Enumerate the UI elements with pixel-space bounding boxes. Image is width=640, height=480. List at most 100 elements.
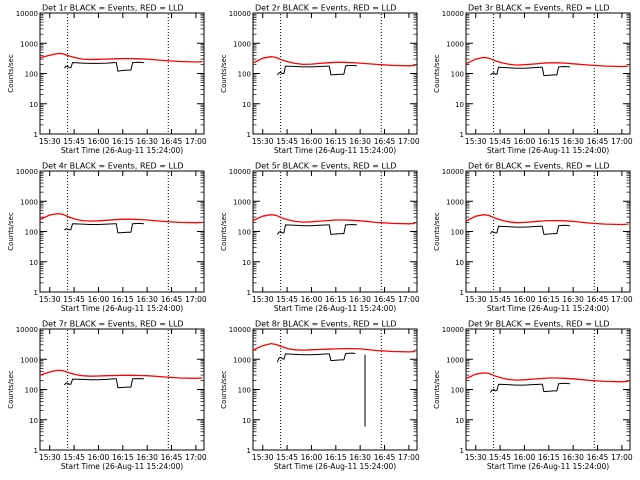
plot-frame: [465, 170, 631, 293]
series-lld-red: [252, 342, 416, 353]
y-tick-label: 100: [25, 229, 38, 237]
x-axis-label: Start Time (26-Aug-11 15:24:00): [487, 304, 609, 313]
x-tick-label: 15:30: [252, 453, 274, 462]
series-events-black: [276, 224, 357, 235]
x-tick-label: 16:00: [514, 137, 536, 146]
x-tick-label: 16:30: [136, 295, 158, 304]
series-lld-red: [252, 56, 416, 67]
x-tick-label: 17:00: [185, 295, 207, 304]
x-tick-label: 17:00: [185, 453, 207, 462]
x-tick-label: 16:00: [88, 453, 110, 462]
x-tick-label: 15:45: [489, 295, 511, 304]
y-axis-label: Counts/sec: [433, 212, 441, 251]
x-tick-label: 15:45: [276, 453, 298, 462]
x-tick-label: 16:45: [587, 295, 609, 304]
y-tick-label: 100: [25, 387, 38, 395]
x-axis-label: Start Time (26-Aug-11 15:24:00): [61, 146, 183, 155]
y-tick-label: 10: [455, 259, 464, 267]
x-tick-label: 16:00: [88, 295, 110, 304]
y-tick-label: 10: [29, 259, 38, 267]
x-tick-label: 17:00: [398, 137, 420, 146]
y-axis-label: Counts/sec: [7, 212, 15, 251]
y-tick-label: 100: [238, 71, 251, 79]
x-tick-label: 15:30: [39, 137, 61, 146]
plot-frame: [465, 12, 631, 135]
y-axis-label: Counts/sec: [7, 370, 15, 409]
series-events-black: [489, 382, 570, 393]
series-lld-red: [465, 372, 629, 383]
y-tick-label: 1: [247, 289, 251, 297]
panel-title: Det 4r BLACK = Events, RED = LLD: [42, 162, 184, 171]
y-axis-label: Counts/sec: [433, 370, 441, 409]
x-tick-label: 16:30: [136, 453, 158, 462]
series-lld-red: [39, 52, 203, 63]
y-tick-label: 1000: [233, 40, 251, 48]
y-tick-label: 10: [29, 101, 38, 109]
x-tick-label: 16:45: [374, 137, 396, 146]
panel-8: Det 8r BLACK = Events, RED = LLD 15:30 15:…: [220, 320, 420, 472]
x-tick-label: 17:00: [611, 295, 633, 304]
x-tick-label: 16:30: [562, 453, 584, 462]
y-tick-label: 10: [29, 417, 38, 425]
panel-title: Det 2r BLACK = Events, RED = LLD: [255, 4, 397, 13]
panel-title: Det 1r BLACK = Events, RED = LLD: [42, 4, 184, 13]
y-tick-label: 10: [455, 417, 464, 425]
x-tick-label: 15:45: [63, 295, 85, 304]
panel-title: Det 7r BLACK = Events, RED = LLD: [42, 320, 184, 329]
x-tick-label: 16:15: [325, 453, 347, 462]
x-tick-label: 16:45: [587, 453, 609, 462]
x-tick-label: 16:30: [349, 137, 371, 146]
y-tick-label: 100: [238, 387, 251, 395]
x-tick-label: 17:00: [398, 453, 420, 462]
panel-3: Det 3r BLACK = Events, RED = LLD 15:30 15:…: [433, 4, 633, 156]
x-tick-label: 17:00: [611, 453, 633, 462]
panel-9: Det 9r BLACK = Events, RED = LLD 15:30 15:…: [433, 320, 633, 472]
x-tick-label: 16:45: [374, 295, 396, 304]
x-tick-label: 16:15: [538, 137, 560, 146]
series-events-black: [64, 222, 144, 234]
x-tick-label: 16:45: [161, 453, 183, 462]
plot-frame: [465, 328, 631, 451]
x-tick-label: 16:15: [112, 137, 134, 146]
x-tick-label: 15:45: [63, 137, 85, 146]
y-tick-label: 10: [242, 417, 251, 425]
x-tick-label: 16:45: [374, 453, 396, 462]
series-events-black: [277, 64, 357, 76]
x-tick-label: 16:45: [587, 137, 609, 146]
x-tick-label: 15:30: [39, 295, 61, 304]
x-tick-label: 16:45: [161, 137, 183, 146]
series-events-black: [490, 66, 570, 77]
series-lld-red: [39, 212, 203, 224]
y-axis-label: Counts/sec: [433, 54, 441, 93]
y-tick-label: 1: [247, 131, 251, 139]
x-tick-label: 16:30: [562, 295, 584, 304]
x-tick-label: 17:00: [611, 137, 633, 146]
y-tick-label: 10000: [229, 10, 251, 18]
series-events-black: [63, 378, 144, 389]
x-tick-label: 16:30: [136, 137, 158, 146]
y-tick-label: 10000: [16, 326, 38, 334]
x-axis-label: Start Time (26-Aug-11 15:24:00): [274, 304, 396, 313]
panel-5: Det 5r BLACK = Events, RED = LLD 15:30 15:…: [220, 162, 420, 314]
y-tick-label: 10000: [442, 10, 464, 18]
x-tick-label: 15:30: [252, 295, 274, 304]
x-tick-label: 16:00: [301, 137, 323, 146]
series-lld-red: [465, 214, 629, 226]
series-lld-red: [39, 369, 203, 379]
y-tick-label: 100: [451, 229, 464, 237]
panel-title: Det 3r BLACK = Events, RED = LLD: [468, 4, 610, 13]
x-tick-label: 15:30: [39, 453, 61, 462]
x-tick-label: 16:00: [514, 453, 536, 462]
x-tick-label: 15:30: [465, 295, 487, 304]
panel-2: Det 2r BLACK = Events, RED = LLD 15:30 15:…: [220, 4, 420, 156]
x-tick-label: 16:00: [301, 295, 323, 304]
y-tick-label: 10000: [16, 10, 38, 18]
y-tick-label: 10000: [16, 168, 38, 176]
x-tick-label: 16:00: [514, 295, 536, 304]
x-tick-label: 15:30: [252, 137, 274, 146]
panel-title: Det 6r BLACK = Events, RED = LLD: [468, 162, 610, 171]
panel-title: Det 9r BLACK = Events, RED = LLD: [468, 320, 610, 329]
y-tick-label: 100: [451, 387, 464, 395]
x-axis-label: Start Time (26-Aug-11 15:24:00): [487, 146, 609, 155]
